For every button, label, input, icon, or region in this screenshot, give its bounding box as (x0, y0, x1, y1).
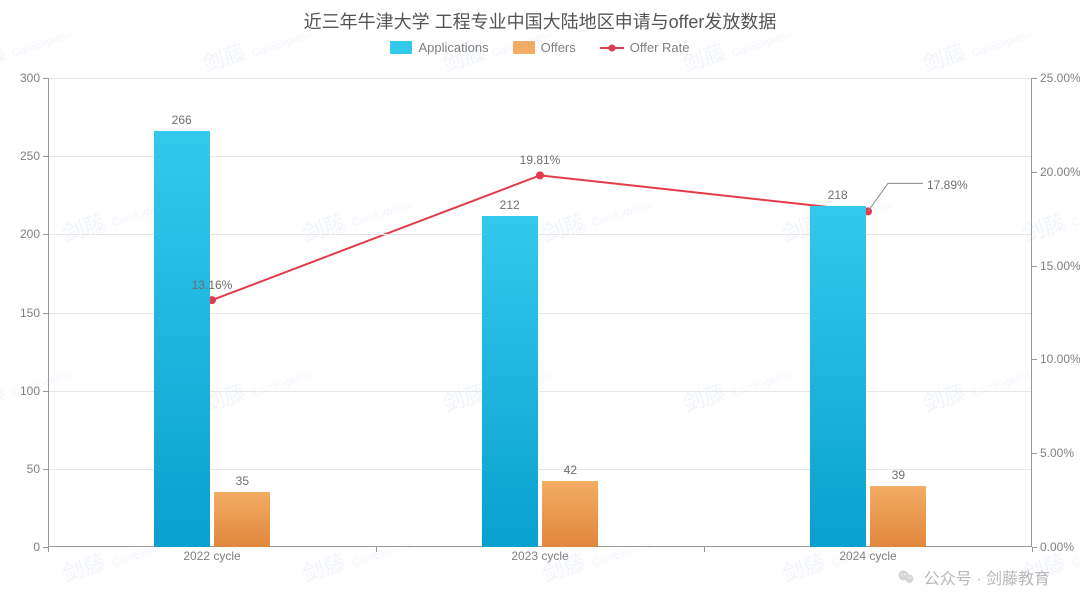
y-right-tick-label: 15.00% (1040, 259, 1080, 273)
offer-rate-label: 13.16% (192, 278, 233, 292)
y-right-tick (1032, 453, 1037, 454)
x-category-label: 2022 cycle (183, 549, 240, 563)
legend-item-offers: Offers (513, 40, 576, 55)
y-right-tick (1032, 266, 1037, 267)
legend-line-offer-rate (600, 47, 624, 49)
x-category-label: 2023 cycle (511, 549, 568, 563)
y-right-tick (1032, 359, 1037, 360)
offer-rate-line (212, 175, 868, 300)
x-category-label: 2024 cycle (839, 549, 896, 563)
legend-swatch-offers (513, 41, 535, 54)
bar-applications-label: 266 (172, 113, 192, 127)
offer-rate-callout (868, 183, 923, 211)
y-left-tick-label: 200 (20, 227, 40, 241)
y-right-tick-label: 10.00% (1040, 352, 1080, 366)
chart-title: 近三年牛津大学 工程专业中国大陆地区申请与offer发放数据 (0, 0, 1080, 34)
y-right-tick-label: 25.00% (1040, 71, 1080, 85)
y-right-tick-label: 0.00% (1040, 540, 1074, 554)
bar-offers-label: 35 (236, 474, 249, 488)
chart-area: 0501001502002503000.00%5.00%10.00%15.00%… (48, 78, 1032, 569)
bar-applications (482, 216, 538, 547)
y-right-tick-label: 5.00% (1040, 446, 1074, 460)
bar-applications-label: 212 (500, 198, 520, 212)
legend-item-offer-rate: Offer Rate (600, 40, 690, 55)
y-right-tick-label: 20.00% (1040, 165, 1080, 179)
y-right-tick (1032, 172, 1037, 173)
y-right-axis-line (1031, 78, 1032, 547)
bar-applications (810, 206, 866, 547)
legend-item-applications: Applications (390, 40, 488, 55)
offer-rate-label: 19.81% (520, 153, 561, 167)
bar-offers (870, 486, 926, 547)
y-left-axis-line (48, 78, 49, 547)
legend: Applications Offers Offer Rate (0, 40, 1080, 55)
y-left-tick-label: 250 (20, 149, 40, 163)
wechat-icon (896, 567, 916, 587)
offer-rate-marker (536, 171, 544, 179)
bar-applications-label: 218 (828, 188, 848, 202)
y-left-tick-label: 0 (33, 540, 40, 554)
legend-label-applications: Applications (418, 40, 488, 55)
x-tick (1032, 547, 1033, 552)
y-right-tick (1032, 78, 1037, 79)
bar-offers (542, 481, 598, 547)
source-label: 公众号 · 剑藤教育 (924, 565, 1050, 589)
legend-label-offer-rate: Offer Rate (630, 40, 690, 55)
y-left-tick-label: 100 (20, 384, 40, 398)
bar-offers-label: 42 (564, 463, 577, 477)
offer-rate-label: 17.89% (927, 178, 968, 192)
y-left-tick-label: 50 (27, 462, 40, 476)
bar-applications (154, 131, 210, 547)
y-left-tick-label: 150 (20, 306, 40, 320)
legend-swatch-applications (390, 41, 412, 54)
legend-label-offers: Offers (541, 40, 576, 55)
y-left-tick-label: 300 (20, 71, 40, 85)
plot-area: 0501001502002503000.00%5.00%10.00%15.00%… (48, 78, 1032, 547)
x-axis-labels: 2022 cycle 2023 cycle 2024 cycle (48, 549, 1032, 569)
grid-line (48, 78, 1032, 79)
source-attribution: 公众号 · 剑藤教育 (896, 565, 1050, 589)
bar-offers (214, 492, 270, 547)
bar-offers-label: 39 (892, 468, 905, 482)
